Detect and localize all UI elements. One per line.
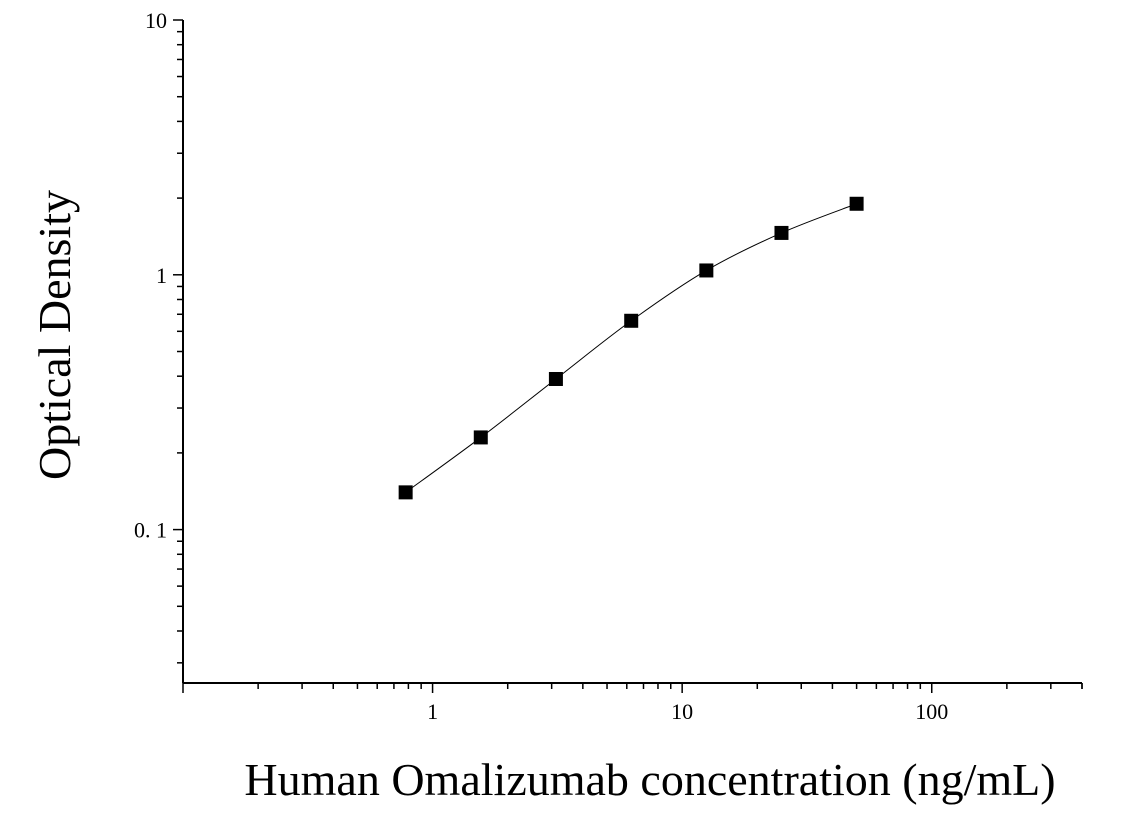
x-tick-label: 100 — [915, 699, 948, 724]
x-tick-label: 1 — [427, 699, 438, 724]
data-point — [774, 225, 789, 240]
fit-curve — [405, 203, 857, 493]
data-point — [548, 371, 563, 386]
data-point — [398, 485, 413, 500]
tick-labels: 1 10 100 0. 1 1 10 — [134, 8, 948, 724]
y-tick-label: 10 — [145, 8, 167, 33]
y-tick-label: 0. 1 — [134, 518, 167, 543]
data-point — [624, 313, 639, 328]
x-axis-title: Human Omalizumab concentration (ng/mL) — [244, 754, 1055, 805]
x-tick-label: 10 — [671, 699, 693, 724]
data-point — [849, 196, 864, 211]
y-tick-label: 1 — [156, 263, 167, 288]
ticks — [173, 19, 1083, 693]
y-axis-title: Optical Density — [29, 190, 80, 480]
data-point — [699, 263, 714, 278]
data-points — [398, 196, 864, 500]
axes — [182, 20, 1082, 684]
data-point — [473, 430, 488, 445]
